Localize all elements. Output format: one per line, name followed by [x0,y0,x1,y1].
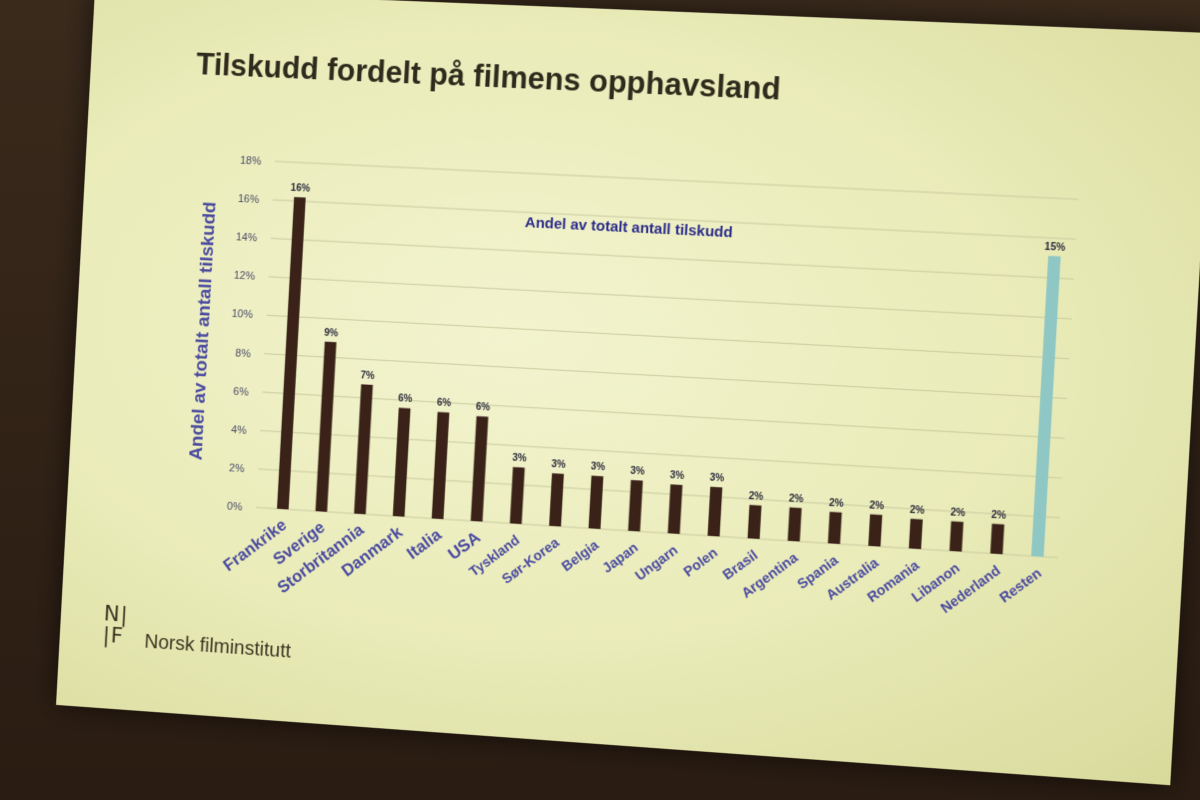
chart-subtitle: Andel av totalt antall tilskudd [525,215,734,241]
data-label: 9% [324,328,339,340]
data-label: 6% [398,394,413,406]
gridline [260,431,1062,479]
bar [354,384,373,514]
y-tick-label: 0% [227,501,243,514]
y-tick-label: 2% [229,462,245,475]
data-label: 2% [991,509,1007,521]
bar [949,521,963,551]
nfi-logo-mark: N| |F [102,604,137,655]
bar [589,476,604,529]
bar [315,342,336,512]
projector-screen: Tilskudd fordelt på filmens opphavsland … [56,0,1200,785]
data-label: 2% [788,493,803,505]
gridline [269,277,1072,319]
bar [277,197,306,509]
bar [828,512,842,544]
bar [432,412,450,519]
data-label: 2% [909,504,925,516]
bar [628,480,643,532]
y-tick-label: 4% [231,424,247,437]
data-label: 6% [475,402,490,414]
bar-chart: 0% 2% 4% 6% 8% 10% 12% 14% 16% 18% Andel av totalt… [56,0,1200,785]
data-label: 16% [290,183,310,195]
bar [990,524,1004,555]
data-label: 6% [437,398,452,410]
category-label: Belgia [558,536,601,574]
bar [909,519,923,549]
bar [748,505,762,539]
data-label: 3% [709,473,724,485]
data-label: 3% [669,470,684,482]
bar [393,408,411,517]
y-tick-label: 18% [240,155,262,168]
bar [1031,256,1060,557]
y-tick-label: 8% [235,347,251,360]
data-label: 7% [360,370,375,382]
data-label: 3% [512,453,527,465]
y-tick-label: 14% [236,232,258,245]
data-label: 2% [829,497,845,509]
data-label: 3% [551,459,566,471]
data-label: 3% [630,466,645,478]
bar [868,514,882,546]
gridline [258,469,1060,518]
gridline [275,161,1079,199]
category-label: Polen [680,544,720,580]
data-label: 2% [950,507,966,519]
bar [471,416,489,521]
data-label: 15% [1044,241,1066,253]
category-label: Italia [403,524,445,563]
bar [788,507,802,541]
bar [708,487,723,537]
category-label: Resten [996,564,1045,605]
y-tick-label: 16% [238,193,260,206]
gridline [262,392,1065,438]
data-label: 3% [590,461,605,473]
bar [668,484,683,534]
bar [549,473,564,526]
gridline [266,315,1069,358]
y-tick-label: 10% [231,308,253,321]
category-label: Ungarn [632,541,681,583]
data-label: 2% [748,491,763,503]
y-tick-label: 12% [233,270,255,283]
y-axis-label: Andel av totalt antall tilskudd [185,201,220,461]
y-tick-label: 6% [233,385,249,398]
bar [510,467,525,524]
gridline [271,238,1074,279]
data-label: 2% [869,500,885,512]
gridline [264,354,1067,399]
